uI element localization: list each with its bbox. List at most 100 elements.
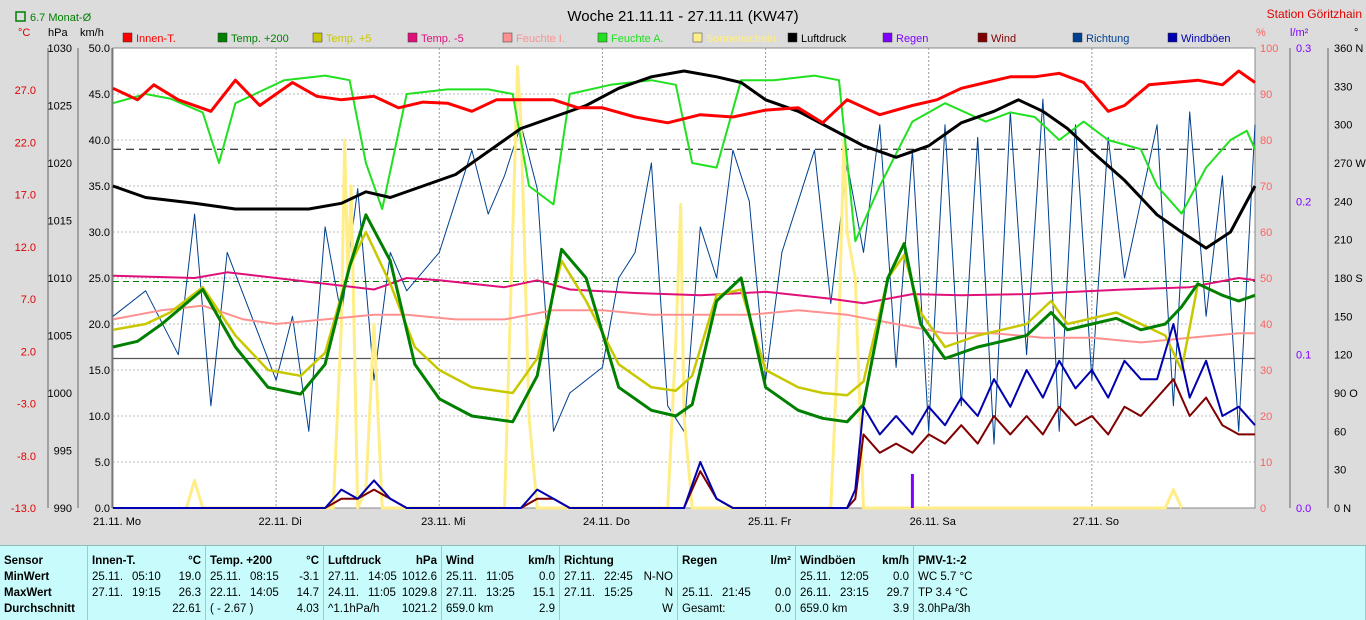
table-cell-value: 1021.2 [401, 603, 437, 615]
table-cell-left: 25.11. [446, 571, 478, 583]
legend-label: Temp. +200 [231, 33, 289, 45]
table-cell-row: 27.11. 22:45 N-NO [560, 570, 677, 585]
table-cell-value: 0.0 [775, 587, 791, 599]
pressure-tick-label: 1015 [48, 216, 72, 228]
station-name: Station Göritzhain [1267, 7, 1362, 21]
pressure-axis-unit: hPa [48, 27, 68, 39]
legend-label: Feuchte I. [516, 33, 565, 45]
direction-tick-label: 60 [1334, 426, 1346, 438]
table-cell-left: 659.0 km [800, 603, 848, 615]
monthly-avg-label: 6.7 Monat-Ø [30, 12, 92, 24]
table-cell-left: MinWert [4, 571, 50, 583]
table-cell-value: N [664, 587, 673, 599]
pressure-tick-label: 1000 [48, 388, 72, 400]
direction-tick-label: 30 [1334, 465, 1346, 477]
table-cell-time: 15:25 [604, 587, 633, 599]
table-header: Luftdruck hPa [324, 554, 441, 569]
legend-swatch [217, 32, 228, 43]
legend-swatch [122, 32, 133, 43]
table-cell-row: 25.11. 12:05 0.0 [796, 570, 913, 585]
wind-tick-label: 15.0 [89, 365, 110, 377]
legend-swatch [312, 32, 323, 43]
rain-tick-label: 0.2 [1296, 196, 1311, 208]
direction-tick-label: 270 W [1334, 158, 1366, 170]
table-cell-row: 25.11. 21:45 0.0 [678, 586, 795, 601]
table-header-unit: km/h [882, 555, 909, 567]
table-cell-time: 08:15 [250, 571, 279, 583]
table-cell-left: 27.11. [92, 587, 124, 599]
temp-tick-label: -13.0 [11, 503, 36, 515]
table-cell-left: 659.0 km [446, 603, 494, 615]
table-cell-value: 29.7 [886, 587, 909, 599]
direction-tick-label: 300 [1334, 120, 1352, 132]
direction-tick-label: 330 [1334, 81, 1352, 93]
wind-tick-label: 10.0 [89, 411, 110, 423]
table-cell-left: 27.11. [446, 587, 478, 599]
table-cell-value: 1029.8 [401, 587, 437, 599]
pressure-tick-label: 1005 [48, 331, 72, 343]
table-column: PMV-1:-2 WC 5.7 °C TP 3.4 °C 3.0hPa/3h [914, 546, 1366, 620]
direction-tick-label: 150 [1334, 311, 1352, 323]
x-tick-label: 21.11. Mo [93, 516, 141, 528]
table-cell-left: 3.0hPa/3h [918, 603, 971, 615]
legend-swatch [977, 32, 988, 43]
table-cell-value: 0.0 [893, 571, 909, 583]
direction-tick-label: 90 O [1334, 388, 1358, 400]
table-cell-row: 659.0 km 3.9 [796, 602, 913, 617]
table-cell-left: 26.11. [800, 587, 832, 599]
table-header-label: PMV-1:-2 [918, 555, 967, 567]
humidity-tick-label: 30 [1260, 365, 1272, 377]
series-line-windb-en [113, 323, 1256, 509]
table-header: Wind km/h [442, 554, 559, 569]
table-cell-row: Gesamt: 0.0 [678, 602, 795, 617]
table-cell-left: Durchschnitt [4, 603, 75, 615]
temp-tick-label: -8.0 [17, 451, 36, 463]
table-cell-left: 25.11. [92, 571, 124, 583]
table-cell-left: ( - 2.67 ) [210, 603, 254, 615]
series-line-temp-5 [112, 271, 1256, 305]
table-header-label: Richtung [564, 555, 614, 567]
table-header: Regen l/m² [678, 554, 795, 569]
table-header-label: Regen [682, 555, 718, 567]
direction-tick-label: 120 [1334, 350, 1352, 362]
humidity-tick-label: 70 [1260, 181, 1272, 193]
series-line-feuchte-a- [112, 74, 1256, 243]
table-cell-row [678, 570, 795, 585]
table-cell-value: 1012.6 [401, 571, 437, 583]
table-cell-left: 27.11. [564, 587, 596, 599]
table-cell-left: 25.11. [210, 571, 242, 583]
table-cell-row: 22.61 [88, 602, 205, 617]
table-cell-row: TP 3.4 °C [914, 586, 1365, 601]
table-cell-left: 27.11. [564, 571, 596, 583]
table-cell-row: 26.11. 23:15 29.7 [796, 586, 913, 601]
table-cell-left: 25.11. [800, 571, 832, 583]
table-cell-value: N-NO [643, 571, 673, 583]
table-header-label: Windböen [800, 555, 856, 567]
table-header-unit: hPa [415, 555, 437, 567]
table-cell-row: 27.11. 19:15 26.3 [88, 586, 205, 601]
table-cell-value: 15.1 [532, 587, 555, 599]
humidity-tick-label: 40 [1260, 319, 1272, 331]
table-cell-left: 24.11. [328, 587, 360, 599]
table-cell-row: 22.11. 14:05 14.7 [206, 586, 323, 601]
humidity-axis-unit: % [1256, 27, 1266, 39]
wind-tick-label: 40.0 [89, 135, 110, 147]
legend-label: Luftdruck [801, 33, 847, 45]
table-cell-left: TP 3.4 °C [918, 587, 968, 599]
legend-swatch [502, 32, 513, 43]
pressure-tick-label: 995 [54, 446, 72, 458]
legend-swatch [692, 32, 703, 43]
table-cell-value: 4.03 [296, 603, 319, 615]
table-cell-row: WC 5.7 °C [914, 570, 1365, 585]
pressure-tick-label: 1025 [48, 101, 72, 113]
table-header: Windböen km/h [796, 554, 913, 569]
table-header-unit: °C [188, 555, 201, 567]
table-header-label: Wind [446, 555, 474, 567]
table-header: Richtung [560, 554, 677, 569]
table-cell-value: 0.0 [539, 571, 555, 583]
legend-swatch [1072, 32, 1083, 43]
legend-swatch [1167, 32, 1178, 43]
table-cell-row: 659.0 km 2.9 [442, 602, 559, 617]
humidity-tick-label: 50 [1260, 273, 1272, 285]
wind-tick-label: 35.0 [89, 181, 110, 193]
